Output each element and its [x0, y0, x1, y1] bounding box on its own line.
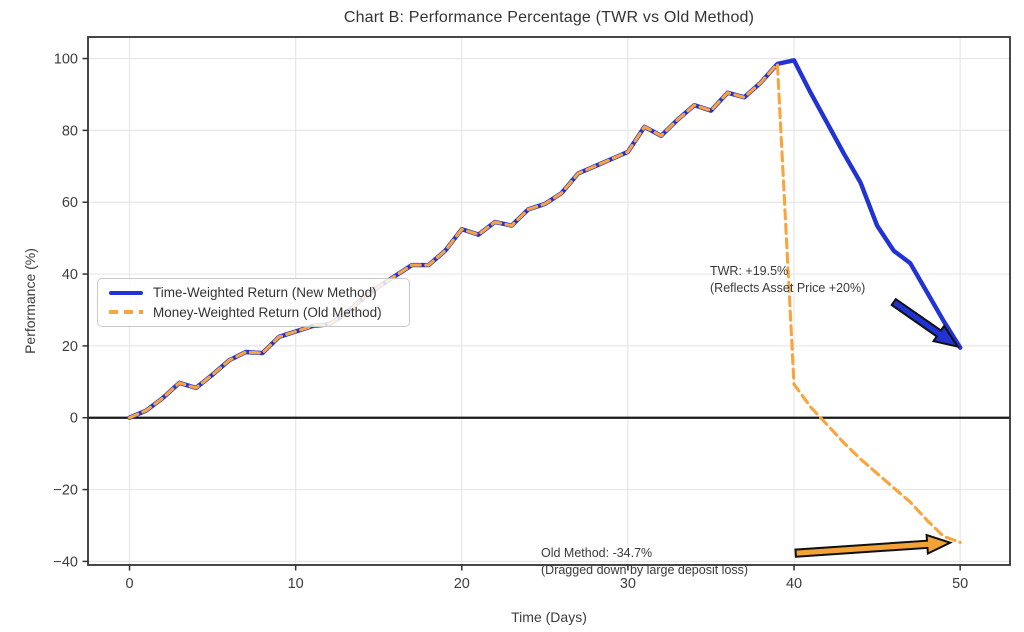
x-tick-label: 10 — [288, 576, 304, 592]
axes-frame — [87, 36, 1011, 566]
y-tick-label: 100 — [54, 52, 78, 68]
legend-item-mwr: Money-Weighted Return (Old Method) — [109, 305, 401, 320]
legend-label-twr: Time-Weighted Return (New Method) — [153, 285, 377, 301]
annotation-arrow-twr-icon — [890, 297, 960, 349]
tick-marks — [82, 57, 961, 571]
y-tick-label: 60 — [62, 195, 78, 211]
spines — [87, 36, 1011, 566]
y-tick-label: 80 — [62, 123, 78, 139]
annotation-twr-line1: TWR: +19.5% — [710, 264, 789, 278]
y-tick-label: 40 — [62, 267, 78, 283]
series-twr-line — [127, 58, 963, 420]
gridlines — [88, 37, 1010, 565]
annotation-old-method: Old Method: -34.7% (Dragged down by larg… — [541, 545, 748, 578]
twr-line-swatch-icon — [109, 290, 143, 295]
legend-label-mwr: Money-Weighted Return (Old Method) — [153, 304, 382, 320]
y-tick-label: 20 — [62, 339, 78, 355]
legend-item-twr: Time-Weighted Return (New Method) — [109, 285, 401, 300]
annotation-twr-line2: (Reflects Asset Price +20%) — [710, 280, 866, 295]
legend: Time-Weighted Return (New Method) Money-… — [97, 278, 410, 327]
y-tick-label: −40 — [53, 554, 78, 570]
annotation-old-line1: Old Method: -34.7% — [541, 546, 653, 560]
series-mwr-line — [127, 62, 962, 544]
x-tick-label: 30 — [620, 576, 636, 592]
x-tick-label: 40 — [786, 576, 802, 592]
y-tick-label: −20 — [53, 483, 78, 499]
mwr-dashed-swatch-icon — [109, 310, 143, 314]
x-axis-label: Time (Days) — [511, 609, 587, 625]
annotation-twr: TWR: +19.5% (Reflects Asset Price +20%) — [710, 263, 865, 296]
y-tick-label: 0 — [70, 411, 78, 427]
annotation-arrow-old-icon — [794, 533, 953, 558]
y-axis-label: Performance (%) — [22, 248, 38, 354]
tick-labels: 0 10 20 30 40 50 −40 −20 0 20 40 60 80 100 — [53, 52, 968, 592]
annotation-old-line2: (Dragged down by large deposit loss) — [541, 562, 749, 577]
x-tick-label: 0 — [125, 576, 133, 592]
x-tick-label: 20 — [454, 576, 470, 592]
chart-title: Chart B: Performance Percentage (TWR vs … — [343, 9, 755, 26]
x-tick-label: 50 — [952, 576, 968, 592]
